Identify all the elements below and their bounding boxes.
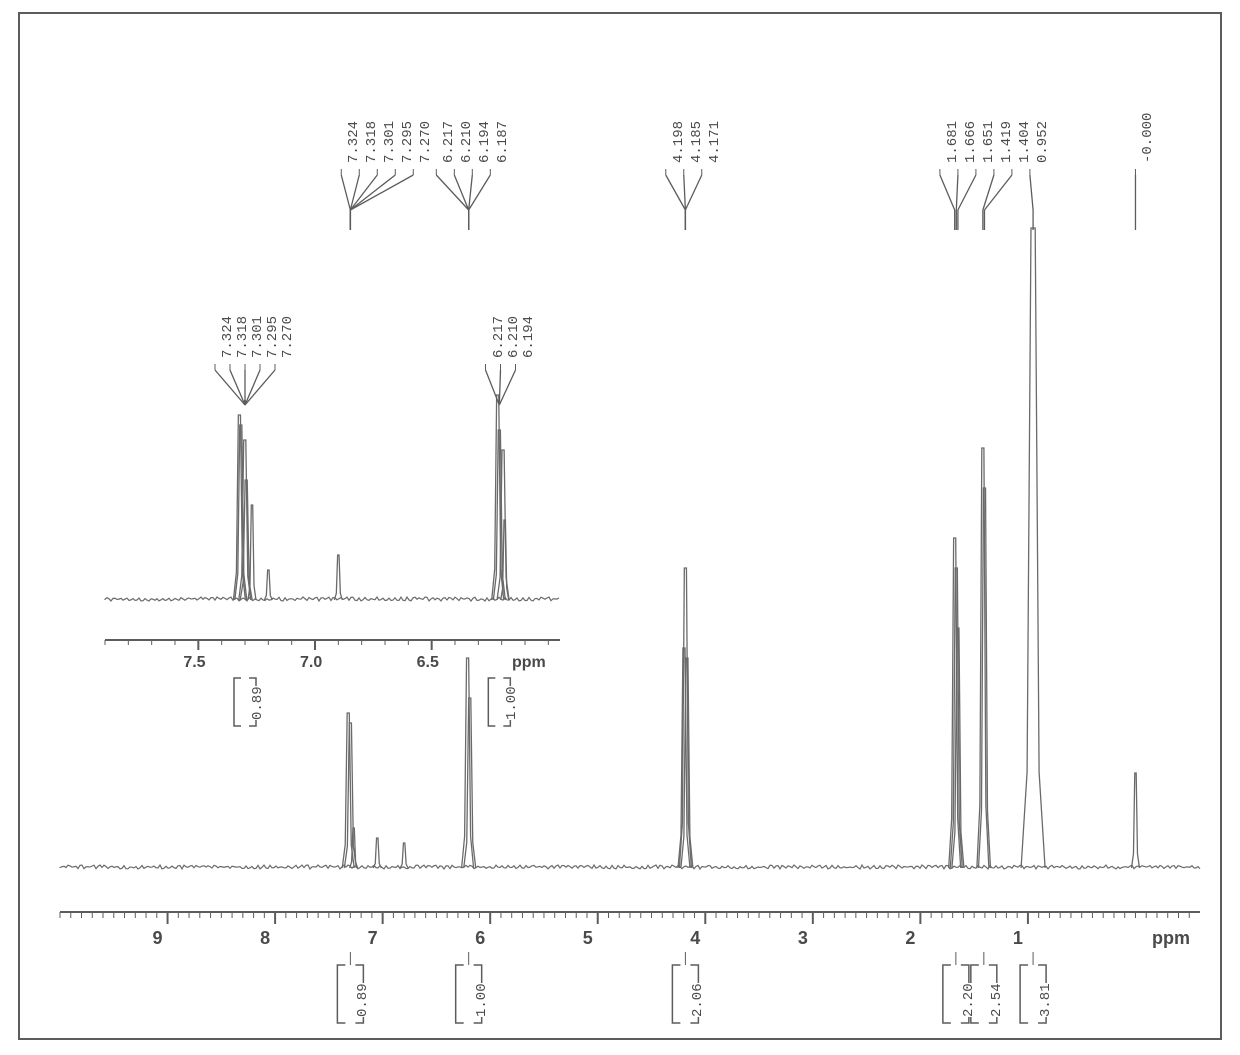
axis-tick-label: 7.5 xyxy=(183,654,205,672)
axis-unit-label: ppm xyxy=(512,654,546,672)
peak-ppm-label: 6.217 xyxy=(441,121,457,163)
peak-ppm-label: 1.681 xyxy=(945,121,961,163)
peak-ppm-label: 7.324 xyxy=(346,121,362,163)
peak-ppm-label: 1.404 xyxy=(1017,121,1033,163)
axis-tick-label: 7 xyxy=(368,928,378,949)
integral-value: 2.20 xyxy=(961,983,977,1017)
peak-ppm-label: 1.651 xyxy=(981,121,997,163)
peak-ppm-label: 1.419 xyxy=(999,121,1015,163)
integral-value: 0.89 xyxy=(355,983,371,1017)
axis-tick-label: 4 xyxy=(690,928,700,949)
integral-value: 1.00 xyxy=(474,983,490,1017)
peak-ppm-label: 4.171 xyxy=(707,121,723,163)
peak-ppm-label: 6.210 xyxy=(506,316,522,358)
peak-ppm-label: -0.000 xyxy=(1140,113,1156,163)
peak-ppm-label: 6.194 xyxy=(521,316,537,358)
axis-tick-label: 9 xyxy=(153,928,163,949)
peak-ppm-label: 7.270 xyxy=(280,316,296,358)
nmr-svg xyxy=(0,0,1240,1055)
peak-ppm-label: 6.210 xyxy=(459,121,475,163)
peak-ppm-label: 7.318 xyxy=(235,316,251,358)
integral-value: 0.89 xyxy=(250,686,266,720)
peak-ppm-label: 7.295 xyxy=(400,121,416,163)
integral-value: 1.00 xyxy=(504,686,520,720)
peak-ppm-label: 4.198 xyxy=(671,121,687,163)
peak-ppm-label: 7.301 xyxy=(382,121,398,163)
peak-ppm-label: 7.301 xyxy=(250,316,266,358)
peak-ppm-label: 0.952 xyxy=(1035,121,1051,163)
peak-ppm-label: 6.217 xyxy=(491,316,507,358)
peak-ppm-label: 7.318 xyxy=(364,121,380,163)
integral-value: 2.54 xyxy=(989,983,1005,1017)
axis-tick-label: 5 xyxy=(583,928,593,949)
axis-tick-label: 3 xyxy=(798,928,808,949)
integral-value: 2.06 xyxy=(690,983,706,1017)
integral-value: 3.81 xyxy=(1038,983,1054,1017)
axis-tick-label: 6 xyxy=(475,928,485,949)
axis-tick-label: 7.0 xyxy=(300,654,322,672)
peak-ppm-label: 6.194 xyxy=(477,121,493,163)
axis-tick-label: 1 xyxy=(1013,928,1023,949)
axis-tick-label: 2 xyxy=(905,928,915,949)
peak-ppm-label: 4.185 xyxy=(689,121,705,163)
axis-tick-label: 6.5 xyxy=(417,654,439,672)
peak-ppm-label: 7.270 xyxy=(418,121,434,163)
peak-ppm-label: 1.666 xyxy=(963,121,979,163)
peak-ppm-label: 6.187 xyxy=(495,121,511,163)
axis-unit-label: ppm xyxy=(1152,928,1190,949)
axis-tick-label: 8 xyxy=(260,928,270,949)
peak-ppm-label: 7.295 xyxy=(265,316,281,358)
peak-ppm-label: 7.324 xyxy=(220,316,236,358)
